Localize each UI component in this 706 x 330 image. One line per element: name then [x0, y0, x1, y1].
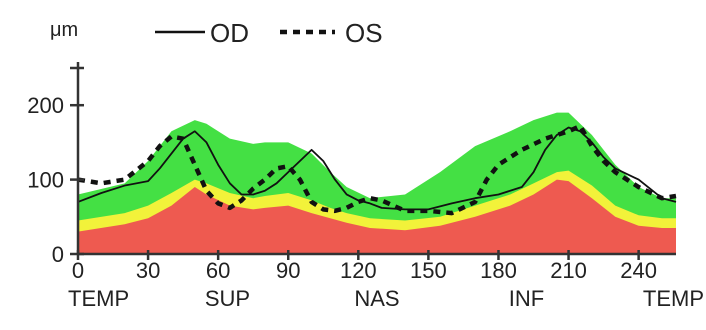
x-tick-label-240: 240 [620, 258, 657, 283]
y-tick-label-0: 0 [52, 242, 64, 267]
x-tick-label-90: 90 [276, 258, 300, 283]
normative-bands [78, 112, 676, 254]
x-tick-label-180: 180 [480, 258, 517, 283]
region-label-nas-2: NAS [354, 286, 399, 311]
region-label-temp-4: TEMP [643, 286, 704, 311]
y-unit-label: μm [50, 19, 78, 41]
x-tick-label-60: 60 [206, 258, 230, 283]
series-line-os [77, 123, 677, 216]
legend: OD OS [155, 18, 383, 48]
region-label-inf-3: INF [509, 286, 544, 311]
x-tick-label-0: 0 [72, 258, 84, 283]
outside-normal-band [78, 179, 676, 254]
axes: 0 100 200 0 30 60 90 120 150 180 210 240 TEMP SUP NAS I… [27, 62, 704, 311]
region-label-temp-0: TEMP [68, 286, 129, 311]
x-tick-label-120: 120 [340, 258, 377, 283]
x-tick-label-150: 150 [410, 258, 447, 283]
legend-od-label: OD [210, 18, 249, 48]
y-tick-label-200: 200 [27, 93, 64, 118]
y-tick-label-100: 100 [27, 168, 64, 193]
x-tick-label-210: 210 [550, 258, 587, 283]
series-lines [77, 123, 677, 216]
x-tick-label-30: 30 [136, 258, 160, 283]
legend-os-label: OS [345, 18, 383, 48]
region-label-sup-1: SUP [205, 286, 250, 311]
